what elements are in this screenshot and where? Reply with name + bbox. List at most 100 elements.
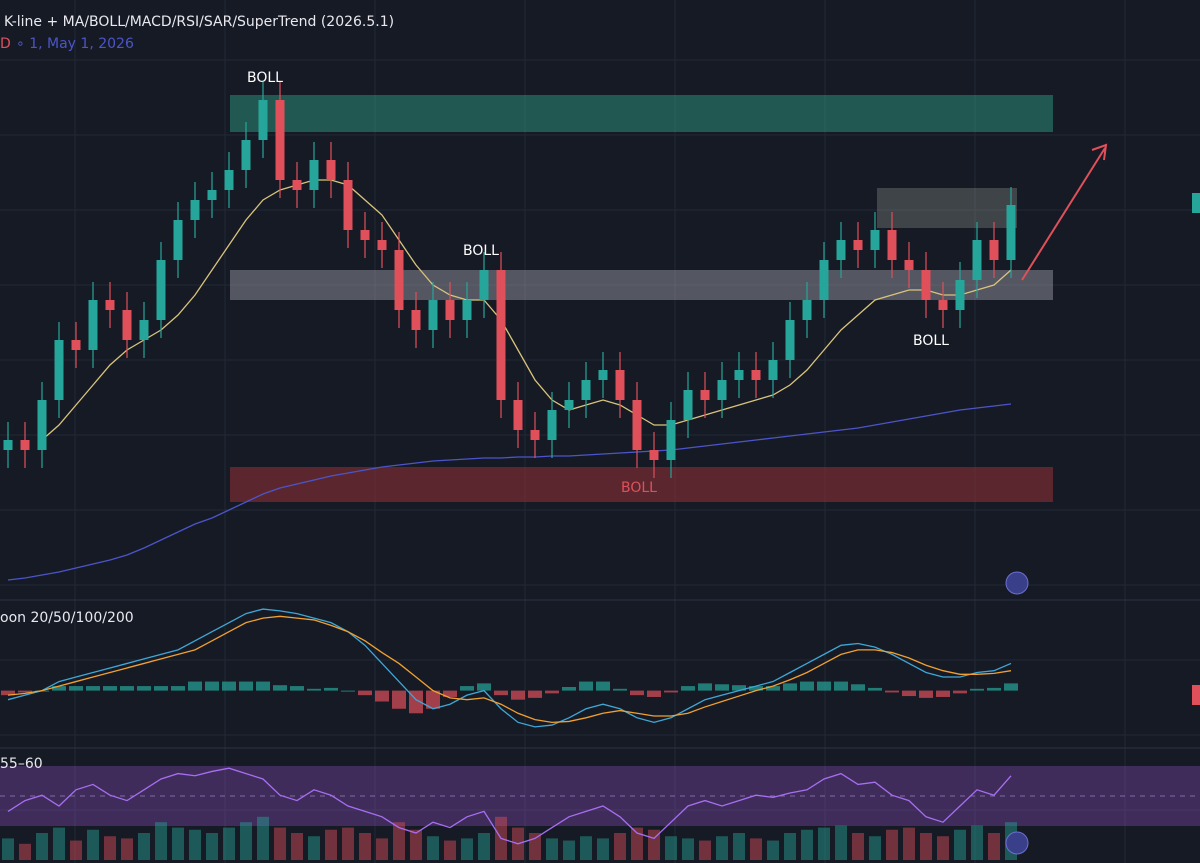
volume-bar — [971, 825, 983, 860]
histogram-bar — [443, 690, 457, 697]
histogram-bar — [647, 690, 661, 697]
histogram-bar — [970, 688, 984, 691]
histogram-bar — [103, 686, 117, 691]
candle-body — [224, 170, 234, 190]
volume-bar — [716, 836, 728, 860]
volume-bar — [206, 833, 218, 860]
histogram-bar — [715, 684, 729, 691]
volume-bar — [886, 829, 898, 860]
volume-bar — [274, 827, 286, 860]
volume-bar — [359, 833, 371, 860]
candle-body — [496, 270, 506, 400]
candle-body — [258, 100, 268, 140]
candle-body — [598, 370, 608, 380]
histogram-bar — [120, 686, 134, 691]
price-marker — [1192, 193, 1200, 213]
histogram-bar — [936, 690, 950, 697]
histogram-bar — [953, 690, 967, 694]
indicator-icon[interactable] — [1005, 831, 1029, 855]
volume-bar — [546, 838, 558, 860]
candle-body — [683, 390, 693, 420]
histogram-bar — [732, 685, 746, 691]
candle-body — [904, 260, 914, 270]
line — [7, 615, 1012, 723]
line — [41, 179, 1012, 441]
candle-body — [530, 430, 540, 440]
volume-bar — [988, 833, 1000, 860]
candle-body — [700, 390, 710, 400]
candle-body — [156, 260, 166, 320]
volume-bar — [835, 825, 847, 860]
volume-bar — [2, 838, 14, 860]
volume-bar — [172, 827, 184, 860]
candle-body — [105, 300, 115, 310]
histogram-bar — [596, 681, 610, 691]
volume-bar — [444, 840, 456, 860]
candle-body — [615, 370, 625, 400]
candle-body — [921, 270, 931, 300]
histogram-bar — [766, 686, 780, 691]
histogram-bar — [885, 690, 899, 693]
candle-body — [768, 360, 778, 380]
volume-bar — [19, 843, 31, 860]
candle-body — [938, 300, 948, 310]
histogram-bar — [902, 690, 916, 697]
histogram-bar — [817, 681, 831, 691]
histogram-bar — [868, 687, 882, 691]
histogram-bar — [358, 690, 372, 696]
candle-body — [870, 230, 880, 250]
indicator-icon[interactable] — [1005, 571, 1029, 595]
candle-body — [853, 240, 863, 250]
histogram-bar — [477, 683, 491, 691]
histogram-bar — [188, 681, 202, 691]
volume-bar — [393, 822, 405, 860]
volume-bar — [104, 836, 116, 860]
histogram-bar — [18, 690, 32, 693]
volume-bar — [818, 827, 830, 860]
candle-body — [547, 410, 557, 440]
volume-bar — [954, 829, 966, 860]
candle-body — [666, 420, 676, 460]
line — [7, 608, 1012, 728]
annotation: BOLL — [913, 333, 949, 349]
histogram-bar — [749, 686, 763, 691]
macd-label: oon 20/50/100/200 — [0, 610, 134, 626]
candle-body — [292, 180, 302, 190]
histogram-bar — [545, 690, 559, 694]
histogram-bar — [426, 690, 440, 709]
candle-body — [751, 370, 761, 380]
candle-body — [394, 250, 404, 310]
volume-bar — [291, 833, 303, 860]
histogram-bar — [256, 681, 270, 691]
candle-body — [479, 270, 489, 300]
histogram-bar — [783, 683, 797, 691]
candle-body — [445, 300, 455, 320]
candle-body — [989, 240, 999, 260]
volume-bar — [937, 836, 949, 860]
candle-body — [513, 400, 523, 430]
volume-bar — [750, 838, 762, 860]
volume-bar — [427, 836, 439, 860]
volume-bar — [801, 829, 813, 860]
volume-bar — [410, 829, 422, 860]
histogram-bar — [222, 681, 236, 691]
histogram-bar — [137, 686, 151, 691]
histogram-bar — [290, 686, 304, 691]
histogram-bar — [681, 686, 695, 691]
histogram-bar — [154, 686, 168, 691]
interval: D — [0, 36, 11, 52]
candle-body — [3, 440, 13, 450]
volume-bar — [563, 840, 575, 860]
volume-bar — [257, 816, 269, 860]
rsi-label: 55–60 — [0, 756, 43, 772]
volume-bar — [223, 827, 235, 860]
candle-body — [343, 180, 353, 230]
candle-body — [955, 280, 965, 310]
line — [7, 403, 1012, 581]
candle-body — [207, 190, 217, 200]
volume-bar — [733, 833, 745, 860]
volume-bar — [325, 829, 337, 860]
